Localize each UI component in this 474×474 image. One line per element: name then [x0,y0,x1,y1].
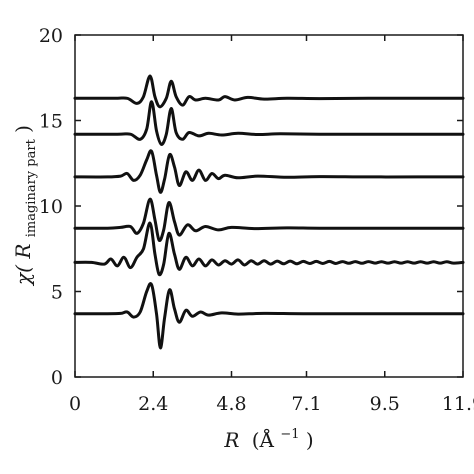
x-tick-label: 9.5 [370,393,400,415]
y-axis-title: χ( R imaginary part ) [11,125,40,287]
y-tick-label: 20 [39,25,63,47]
x-axis-unit-exp: −1 [280,427,299,442]
x-tick-label: 11.9 [442,393,474,415]
x-axis-close: ) [306,428,314,452]
y-axis-close: ) [11,125,35,133]
traces [73,74,465,350]
y-tick-label: 0 [51,367,63,389]
axis-ticks [74,34,464,378]
x-tick-label: 4.8 [216,393,246,415]
trace-6 [73,282,465,350]
y-axis-subscript: imaginary part [24,138,39,237]
plot-frame [74,34,464,378]
x-tick-label: 2.4 [138,393,168,415]
x-tick-labels: 0 2.4 4.8 7.1 9.5 11.9 [69,393,474,415]
trace-3 [73,149,465,194]
x-tick-label: 7.1 [291,393,321,415]
x-axis-title: R (Å −1 ) [223,419,313,452]
y-tick-label: 15 [39,111,63,133]
y-axis-prefix: χ( [11,264,35,287]
trace-2 [73,100,465,146]
trace-1 [73,74,465,109]
y-tick-label: 5 [51,282,63,304]
trace-4 [73,197,465,243]
y-tick-labels: 0 5 10 15 20 [39,25,63,389]
y-tick-label: 10 [39,196,63,218]
x-axis-symbol: R [223,428,239,452]
x-axis-unit: (Å [252,427,275,452]
trace-5 [73,221,465,277]
x-tick-label: 0 [69,393,81,415]
y-axis-symbol: R [11,244,35,260]
